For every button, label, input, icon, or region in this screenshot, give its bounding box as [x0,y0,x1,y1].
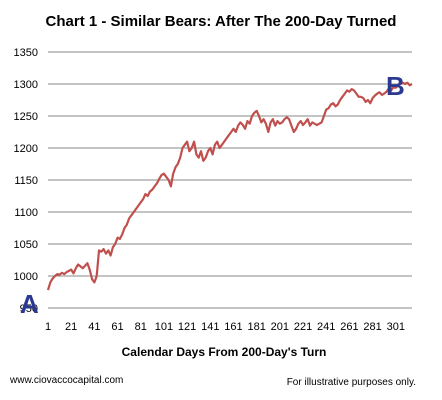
annotation-start-marker: A [20,289,39,319]
y-axis-tick-labels: 950 1000 1050 1100 1150 1200 1250 1300 1350 [14,47,38,315]
y-tick-label: 1000 [14,271,38,283]
gridlines [48,51,412,277]
y-tick-label: 1250 [14,111,38,123]
x-tick-label: 241 [317,321,335,333]
y-tick-label: 1050 [14,239,38,251]
x-tick-label: 281 [363,321,381,333]
disclaimer-label: For illustrative purposes only. [287,377,416,388]
y-tick-label: 1150 [14,175,38,187]
chart-title: Chart 1 - Similar Bears: After The 200-D… [46,13,397,30]
y-tick-label: 1300 [14,79,38,91]
x-tick-label: 201 [271,321,289,333]
y-tick-label: 1100 [14,207,38,219]
x-axis-title: Calendar Days From 200-Day's Turn [122,345,327,359]
x-tick-label: 181 [247,321,265,333]
x-tick-label: 301 [387,321,405,333]
series-line [46,81,413,291]
x-tick-label: 81 [135,321,147,333]
x-tick-label: 121 [178,321,196,333]
x-tick-label: 161 [224,321,242,333]
x-axis-tick-labels: 1 21 41 61 81 101 121 141 161 181 201 221 241 261 281 3… [45,321,405,333]
y-tick-label: 1350 [14,47,38,59]
x-tick-label: 1 [45,321,51,333]
x-tick-label: 61 [111,321,123,333]
y-tick-label: 1200 [14,143,38,155]
x-tick-label: 101 [155,321,173,333]
website-label: www.ciovaccocapital.com [9,375,123,386]
x-tick-label: 21 [65,321,77,333]
y-tick-label: 950 [20,303,38,315]
x-tick-label: 141 [201,321,219,333]
x-tick-label: 261 [340,321,358,333]
x-tick-label: 221 [294,321,312,333]
series-group [46,81,413,291]
x-tick-label: 41 [88,321,100,333]
annotation-end-marker: B [386,71,405,101]
